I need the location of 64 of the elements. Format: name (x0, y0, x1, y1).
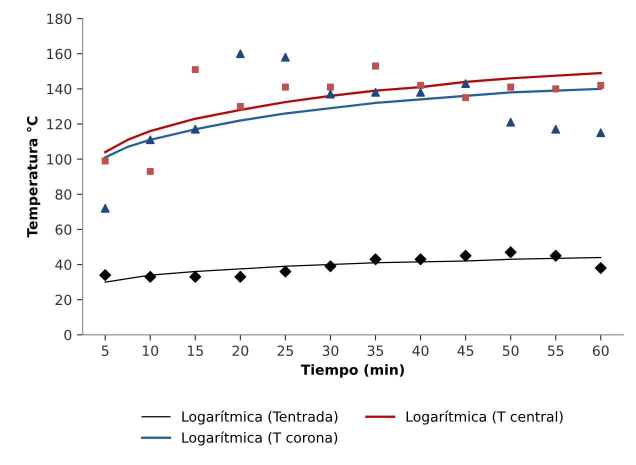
point (280, 266, 292, 278)
point (594, 262, 607, 274)
point (146, 168, 154, 175)
point (102, 157, 109, 164)
line-series (104, 72, 602, 154)
x-tick-label: 40 (412, 345, 428, 356)
point (189, 270, 202, 283)
point (282, 84, 289, 91)
point (324, 260, 336, 272)
point (506, 118, 516, 127)
x-tick-label: 55 (548, 346, 564, 356)
x-axis-title: Tiempo (min) (300, 364, 404, 378)
point (462, 94, 470, 102)
point (144, 270, 156, 283)
y-axis-title: Temperatura °C (26, 116, 40, 238)
x-tick-label: 60 (592, 345, 609, 356)
point (596, 128, 606, 138)
y-tick-label: 160 (47, 48, 72, 60)
point (99, 269, 112, 281)
point (281, 52, 290, 62)
point (326, 90, 335, 99)
y-tick-label: 0 (64, 330, 72, 340)
y-tick-label: 120 (47, 118, 72, 130)
x-tick-label: 25 (278, 345, 294, 356)
x-tick-label: 30 (322, 345, 338, 356)
y-tick-label: 40 (55, 260, 72, 270)
y-tick-label: 180 (47, 14, 72, 24)
point (417, 82, 424, 89)
point (236, 102, 244, 110)
point (461, 79, 470, 88)
point (552, 85, 560, 92)
y-tick-label: 100 (47, 154, 72, 165)
point (507, 84, 514, 91)
x-tick-label: 50 (502, 345, 519, 356)
legend-label: Logarítmica (T central) (406, 410, 563, 425)
point (416, 88, 425, 97)
y-tick-label: 20 (56, 294, 72, 306)
point (460, 250, 472, 262)
y-tick-label: 60 (56, 224, 72, 235)
point (234, 270, 246, 283)
point (192, 66, 199, 74)
point (326, 84, 334, 91)
y-tick-label: 140 (47, 84, 72, 94)
point (370, 253, 382, 266)
x-tick-label: 5 (102, 346, 108, 356)
x-tick-label: 15 (188, 346, 203, 356)
x-tick-label: 35 (368, 345, 384, 356)
point (550, 250, 562, 262)
point (551, 124, 560, 134)
point (190, 124, 200, 134)
y-tick-label: 80 (56, 189, 72, 200)
legend-label: Logarítmica (Tentrada) (182, 410, 338, 425)
point (236, 49, 245, 58)
x-tick-label: 10 (142, 345, 158, 356)
legend-label: Logarítmica (T corona) (182, 431, 338, 446)
point (597, 82, 604, 89)
point (504, 246, 517, 258)
point (414, 253, 426, 266)
point (371, 88, 380, 97)
point (372, 62, 379, 70)
x-tick-label: 20 (232, 345, 248, 356)
x-tick-label: 45 (457, 346, 474, 356)
point (146, 135, 155, 144)
point (100, 204, 110, 213)
